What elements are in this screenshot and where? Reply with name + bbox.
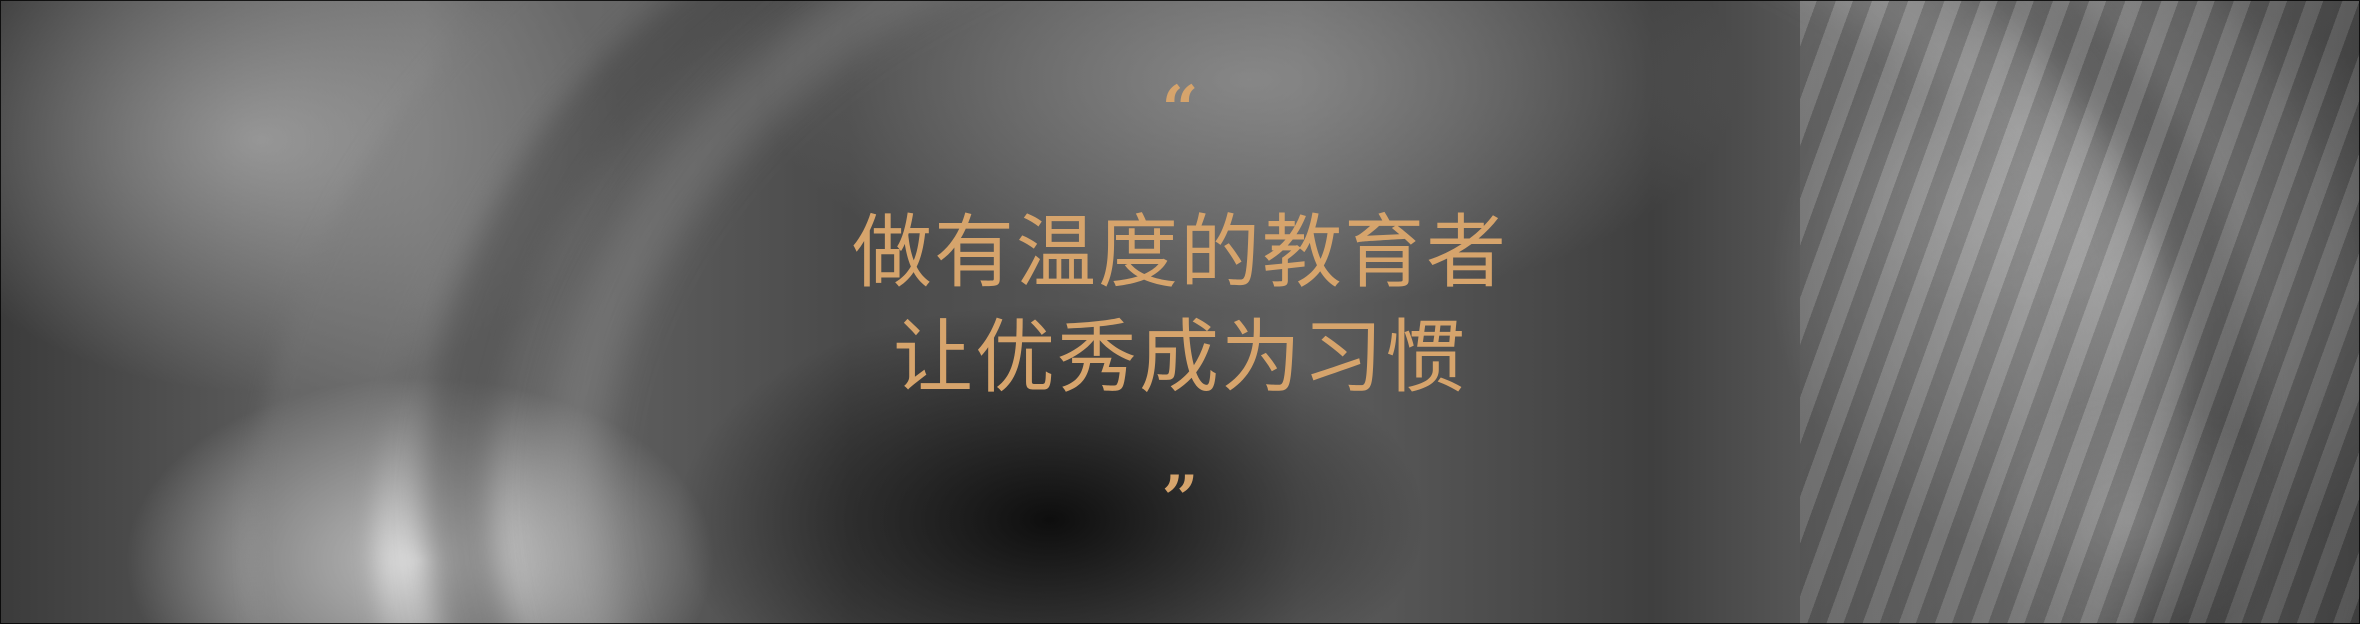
open-quote-icon: “ [1161, 72, 1199, 147]
close-quote-icon: ” [1161, 462, 1199, 537]
motto-line-1: 做有温度的教育者 [852, 206, 1508, 299]
background-ornament [1800, 0, 2360, 624]
motto-line-2: 让优秀成为习惯 [893, 311, 1467, 404]
